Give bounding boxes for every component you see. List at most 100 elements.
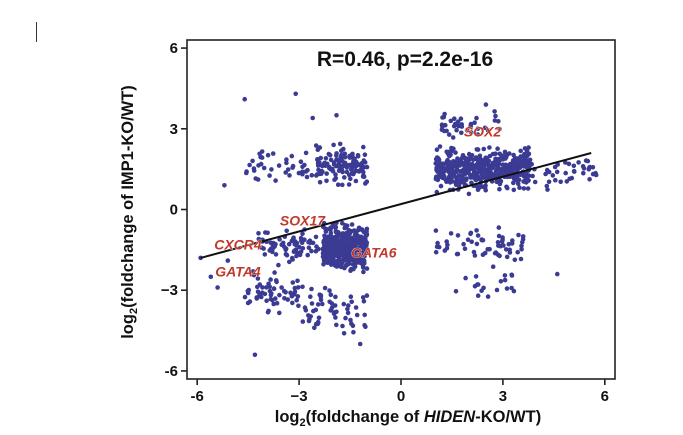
data-point: [324, 171, 330, 176]
data-point-outlier: [357, 341, 363, 347]
data-point: [261, 165, 267, 171]
data-point: [336, 159, 342, 164]
data-point: [287, 173, 292, 178]
data-point: [507, 151, 512, 156]
data-point: [337, 141, 343, 147]
data-point: [347, 155, 353, 160]
data-point: [490, 151, 496, 157]
data-point: [347, 261, 352, 266]
data-point: [258, 154, 263, 160]
data-point: [307, 238, 313, 243]
data-point: [491, 172, 497, 177]
ticks-layer: -6 −3 0 3 6 -6 −3 0 3 6: [161, 40, 609, 405]
data-point: [475, 165, 480, 170]
data-point: [296, 170, 302, 176]
data-point: [451, 146, 456, 151]
data-point: [348, 294, 354, 300]
data-point: [322, 285, 328, 291]
data-point: [307, 317, 312, 322]
data-point: [503, 247, 509, 252]
data-point: [356, 227, 362, 233]
data-point: [496, 225, 502, 230]
data-point: [518, 256, 524, 262]
data-point: [472, 120, 477, 125]
data-point: [256, 231, 261, 236]
data-point: [347, 162, 353, 168]
data-point: [515, 249, 520, 255]
data-point: [343, 250, 348, 255]
data-point: [448, 118, 454, 124]
data-point: [268, 240, 274, 245]
data-point: [264, 298, 269, 304]
data-point: [475, 126, 481, 131]
data-point: [452, 161, 457, 167]
data-point: [520, 234, 526, 239]
data-point: [593, 172, 599, 178]
data-point: [314, 244, 319, 249]
data-point: [267, 288, 273, 294]
data-point: [257, 291, 263, 297]
points-layer: [198, 91, 599, 358]
data-point: [482, 125, 488, 131]
data-point: [563, 170, 568, 176]
gene-label-sox17: SOX17: [280, 212, 326, 228]
x-axis-label-post: -KO/WT): [475, 408, 541, 426]
data-point: [316, 315, 322, 321]
x-tick-label: -6: [191, 388, 204, 405]
data-point: [471, 249, 477, 255]
data-point: [333, 224, 339, 230]
data-point: [332, 177, 337, 182]
data-point-outlier: [585, 158, 591, 164]
data-point: [334, 241, 339, 246]
data-point: [464, 176, 469, 181]
data-point: [544, 167, 550, 173]
data-point: [255, 177, 261, 182]
data-point: [472, 253, 478, 258]
data-point: [482, 160, 487, 165]
data-point: [433, 228, 439, 233]
data-point: [271, 301, 277, 307]
data-point: [448, 231, 454, 236]
data-point: [315, 302, 321, 307]
data-point: [498, 279, 504, 284]
data-point: [283, 251, 289, 257]
data-point: [362, 322, 367, 328]
data-point: [469, 164, 475, 169]
data-point: [320, 251, 326, 256]
data-point: [522, 158, 527, 164]
data-point: [309, 173, 315, 178]
data-point: [351, 228, 357, 233]
data-point: [342, 237, 347, 243]
data-point: [355, 238, 361, 243]
data-point: [309, 248, 314, 254]
data-point: [308, 294, 313, 300]
data-point: [247, 162, 252, 168]
data-point: [262, 252, 268, 257]
gene-label-cxcr4: CXCR4: [214, 236, 262, 252]
data-point: [580, 164, 586, 169]
data-point-outlier: [208, 274, 214, 280]
data-point: [507, 161, 513, 167]
data-point: [480, 237, 486, 243]
data-point: [251, 272, 257, 278]
gene-label-sox2: SOX2: [464, 123, 502, 139]
data-point: [340, 233, 345, 238]
data-point: [344, 163, 349, 169]
data-point: [523, 172, 528, 177]
x-tick-label: 3: [499, 388, 507, 405]
data-point: [479, 288, 484, 294]
data-point: [345, 232, 351, 238]
data-point: [322, 160, 327, 166]
data-point: [496, 119, 501, 124]
data-point: [466, 191, 472, 197]
data-point: [453, 150, 458, 155]
data-point: [517, 185, 522, 190]
data-point: [440, 124, 445, 129]
data-point: [468, 155, 473, 160]
y-tick-label: −3: [161, 282, 178, 299]
data-point: [515, 181, 521, 187]
text-cursor-mark: [36, 22, 37, 42]
data-point: [498, 180, 503, 185]
data-point: [362, 152, 368, 157]
data-point: [524, 176, 529, 182]
